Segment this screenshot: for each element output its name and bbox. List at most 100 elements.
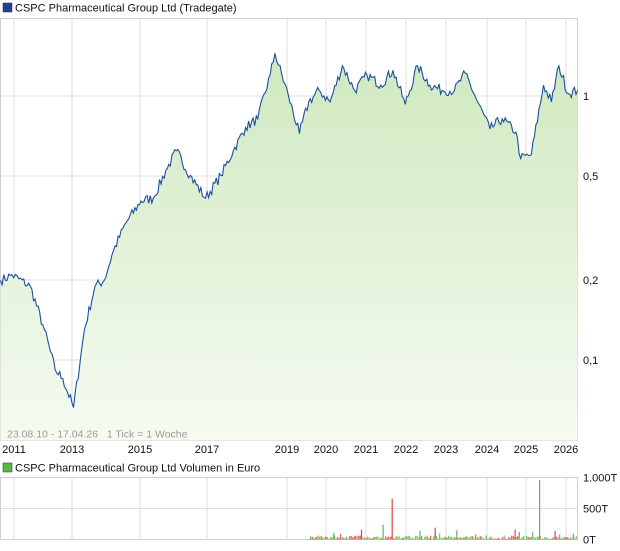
volume-bar [344, 537, 346, 540]
volume-bar [308, 539, 310, 540]
volume-bar [515, 537, 517, 540]
volume-bar [333, 532, 335, 540]
volume-bar [496, 538, 498, 540]
volume-bar [500, 538, 502, 540]
volume-bar [559, 534, 561, 540]
volume-bar [386, 537, 388, 540]
price-line [0, 53, 579, 408]
volume-bar [325, 536, 327, 540]
volume-bar [319, 536, 321, 540]
volume-bar [467, 537, 469, 540]
volume-bar [557, 537, 559, 540]
volume-bar [571, 538, 573, 540]
volume-bar [368, 537, 370, 540]
volume-bar [476, 537, 478, 540]
price-area-fill [0, 53, 578, 441]
volume-grid [0, 477, 578, 540]
volume-bar [338, 537, 340, 540]
volume-bar [340, 533, 342, 540]
volume-bar [511, 535, 513, 540]
volume-bar [514, 529, 516, 540]
volume-bar [456, 530, 458, 540]
volume-legend-square [2, 462, 13, 473]
volume-bar [335, 538, 337, 540]
volume-bar [379, 538, 381, 540]
volume-bar [316, 536, 318, 540]
volume-bar [487, 538, 489, 540]
volume-bar [448, 535, 450, 540]
volume-bar [530, 536, 532, 540]
volume-bar [535, 538, 537, 540]
volume-bar [376, 536, 378, 540]
volume-bar [421, 536, 423, 540]
volume-bar [377, 536, 379, 540]
volume-bar [352, 537, 354, 540]
volume-bar [491, 537, 493, 540]
volume-bar [553, 537, 555, 540]
volume-bar [533, 537, 535, 540]
volume-bar [409, 536, 411, 540]
volume-bar [385, 536, 387, 540]
volume-bar [482, 538, 484, 540]
x-tick-label: 2017 [195, 444, 219, 456]
price-chart-title: CSPC Pharmaceutical Group Ltd (Tradegate… [15, 3, 237, 15]
volume-bar [313, 538, 315, 540]
volume-bar [433, 536, 435, 540]
volume-bar [445, 537, 447, 540]
volume-bar [544, 537, 546, 540]
volume-bar [355, 535, 357, 540]
price-legend-square [2, 2, 13, 13]
volume-y-tick-label: 500T [583, 504, 608, 516]
volume-bar [538, 536, 540, 540]
volume-bar [502, 537, 504, 540]
price-y-axis: 1 0,5 0,2 0,1 [583, 91, 598, 367]
volume-bar [328, 538, 330, 540]
volume-bar [493, 538, 495, 540]
x-tick-label: 2015 [128, 444, 152, 456]
volume-bar [466, 536, 468, 540]
volume-bars [308, 480, 577, 540]
volume-bar [347, 538, 349, 540]
volume-bar [473, 538, 475, 540]
volume-bar [556, 536, 558, 540]
volume-bar [382, 524, 384, 540]
x-tick-label: 2024 [475, 444, 499, 456]
volume-bar [461, 538, 463, 540]
volume-bar [341, 537, 343, 540]
volume-bar [415, 535, 417, 540]
volume-bar [389, 537, 391, 540]
volume-bar [401, 537, 403, 540]
volume-bar [359, 535, 361, 540]
volume-chart-title: CSPC Pharmaceutical Group Ltd Volumen in… [15, 463, 260, 475]
volume-bar [529, 537, 531, 540]
volume-bar [548, 539, 550, 540]
volume-bar [512, 536, 514, 540]
volume-bar [505, 538, 507, 540]
volume-bar [317, 535, 319, 540]
volume-bar [436, 536, 438, 540]
volume-bar [434, 527, 436, 540]
volume-bar [370, 538, 372, 540]
volume-bar [380, 537, 382, 540]
volume-bar [560, 537, 562, 540]
volume-bar [551, 538, 553, 540]
volume-bar [574, 538, 576, 540]
y-tick-label: 0,1 [583, 355, 598, 367]
volume-bar [398, 536, 400, 540]
volume-bar [394, 538, 396, 540]
volume-bar [431, 538, 433, 540]
volume-bar [407, 535, 409, 540]
volume-bar [536, 536, 538, 540]
volume-bar [458, 537, 460, 540]
x-tick-label: 2023 [434, 444, 458, 456]
volume-bar [430, 535, 432, 540]
volume-bar [545, 537, 547, 540]
date-range-info: 23.08.10 - 17.04.26 1 Tick = 1 Woche [7, 429, 188, 441]
volume-bar [562, 537, 564, 540]
volume-bar [362, 537, 364, 540]
volume-bar [554, 530, 556, 540]
volume-bar [569, 537, 571, 540]
volume-bar [350, 536, 352, 540]
volume-bar [463, 537, 465, 540]
